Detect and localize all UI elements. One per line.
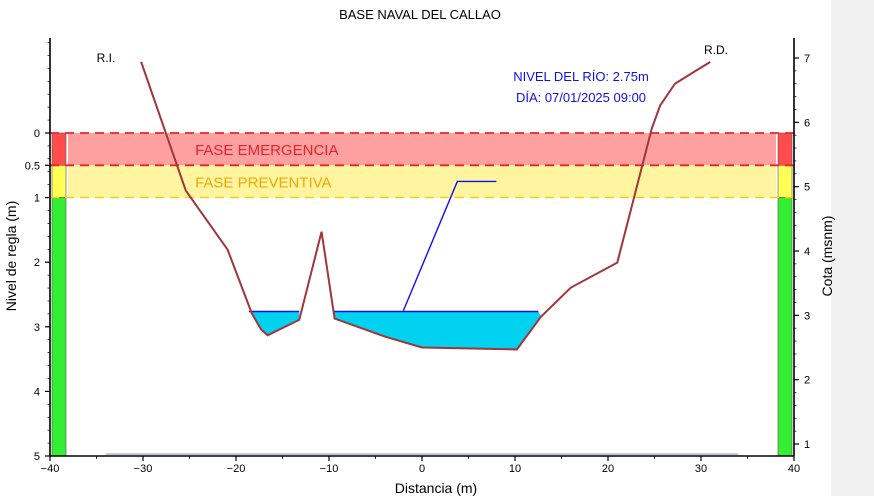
water-level-annotation: NIVEL DEL RÍO: 2.75m DÍA: 07/01/2025 09:0… [402, 69, 649, 311]
y-right-tick-label: 6 [804, 117, 810, 129]
threshold-label: FASE EMERGENCIA [195, 142, 338, 159]
y-right-tick-label: 7 [804, 53, 810, 65]
threshold-band [68, 133, 776, 166]
y-axis-label-right: Cota (msnm) [819, 216, 835, 297]
x-tick-label: 30 [695, 463, 707, 475]
x-tick-label: −20 [227, 463, 246, 475]
y-left-tick-label: 5 [34, 451, 40, 463]
y-axis-label-left: Nivel de regla (m) [3, 201, 19, 311]
profile-line [140, 61, 711, 351]
x-tick-label: 10 [509, 463, 521, 475]
threshold-band [68, 165, 776, 198]
level-bar-left [51, 165, 67, 198]
y-right-tick-label: 4 [804, 246, 810, 258]
bank-label-right: R.D. [704, 43, 728, 57]
cross-section-profile: R.I. R.D. [97, 43, 739, 455]
threshold-lines: FASE EMERGENCIA FASE PREVENTIVA [50, 132, 794, 199]
x-axis-label: Distancia (m) [395, 480, 477, 496]
water-pool [333, 311, 542, 350]
x-tick-label: −30 [134, 463, 153, 475]
side-level-bars [51, 132, 793, 457]
y-left-tick-label: 2 [34, 257, 40, 269]
water-area [249, 310, 542, 350]
x-tick-label: 20 [602, 463, 614, 475]
level-bar-right [777, 197, 793, 457]
level-bar-right [777, 165, 793, 198]
y-right-tick-label: 3 [804, 310, 810, 322]
y-left-tick-label: 3 [34, 322, 40, 334]
x-tick-label: 0 [419, 463, 425, 475]
threshold-label: FASE PREVENTIVA [195, 174, 331, 191]
level-bar-left [51, 197, 67, 457]
y-right-tick-label: 1 [804, 439, 810, 451]
y-left-tick-label: 1 [34, 193, 40, 205]
annotation-pointer [402, 180, 497, 311]
axes: −40 −30 −20 −10 0 10 20 30 40 0 0.5 1 2 3 4 5 1 2 3 4 5 6 7 [25, 38, 810, 475]
chart-title: BASE NAVAL DEL CALLAO [339, 7, 501, 22]
y-right-tick-label: 2 [804, 375, 810, 387]
y-left-tick-label: 4 [34, 386, 40, 398]
annotation-line-2: DÍA: 07/01/2025 09:00 [516, 90, 646, 105]
x-tick-label: 40 [788, 463, 800, 475]
y-left-tick-label: 0 [34, 128, 40, 140]
y-left-tick-label: 0.5 [25, 160, 40, 172]
x-tick-label: −10 [320, 463, 339, 475]
level-bar-left [51, 132, 67, 166]
side-panel [831, 0, 874, 496]
x-tick-label: −40 [41, 463, 60, 475]
threshold-bands [68, 133, 776, 198]
bank-label-left: R.I. [97, 51, 116, 65]
level-bar-right [777, 132, 793, 166]
annotation-line-1: NIVEL DEL RÍO: 2.75m [513, 69, 649, 84]
y-right-tick-label: 5 [804, 182, 810, 194]
